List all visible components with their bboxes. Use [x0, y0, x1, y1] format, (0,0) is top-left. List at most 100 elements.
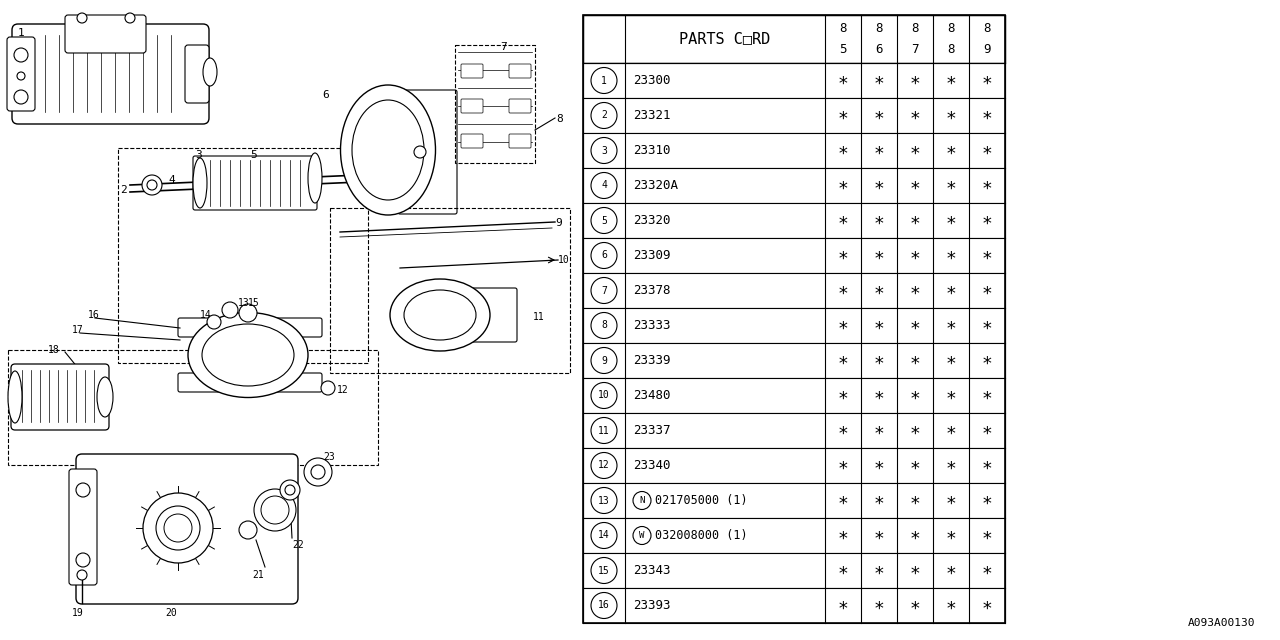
Text: ∗: ∗ [982, 106, 992, 125]
Circle shape [305, 458, 332, 486]
Text: 7: 7 [602, 285, 607, 296]
Text: ∗: ∗ [982, 422, 992, 440]
Text: 12: 12 [337, 385, 348, 395]
Text: 19: 19 [72, 608, 83, 618]
Text: PARTS C□RD: PARTS C□RD [680, 31, 771, 47]
Circle shape [239, 304, 257, 322]
Text: ∗: ∗ [873, 141, 884, 159]
Bar [582, 553, 1005, 588]
Circle shape [634, 492, 652, 509]
Ellipse shape [188, 312, 308, 397]
Text: 5: 5 [250, 150, 257, 160]
Circle shape [591, 173, 617, 198]
Text: 10: 10 [558, 255, 570, 265]
FancyBboxPatch shape [65, 15, 146, 53]
Ellipse shape [8, 371, 22, 423]
Circle shape [156, 506, 200, 550]
Text: 23320A: 23320A [634, 179, 678, 192]
Text: 6: 6 [602, 250, 607, 260]
Text: ∗: ∗ [910, 317, 920, 335]
Text: 23393: 23393 [634, 599, 671, 612]
Bar [582, 588, 1005, 623]
Text: 21: 21 [252, 570, 264, 580]
Text: ∗: ∗ [837, 246, 849, 264]
Text: ∗: ∗ [946, 527, 956, 545]
Text: ∗: ∗ [946, 177, 956, 195]
Text: 16: 16 [598, 600, 609, 611]
Ellipse shape [308, 153, 323, 203]
Ellipse shape [193, 158, 207, 208]
Text: 23340: 23340 [634, 459, 671, 472]
FancyBboxPatch shape [461, 134, 483, 148]
Bar [118, 148, 369, 363]
Circle shape [164, 514, 192, 542]
FancyBboxPatch shape [12, 24, 209, 124]
Circle shape [591, 243, 617, 269]
Circle shape [591, 67, 617, 93]
Text: ∗: ∗ [910, 351, 920, 369]
Text: ∗: ∗ [982, 141, 992, 159]
Bar [582, 448, 1005, 483]
Text: ∗: ∗ [873, 456, 884, 474]
Circle shape [591, 488, 617, 513]
Text: 15: 15 [248, 298, 260, 308]
Text: 9: 9 [602, 355, 607, 365]
Text: ∗: ∗ [837, 317, 849, 335]
Text: 9: 9 [556, 218, 562, 228]
Circle shape [591, 348, 617, 374]
FancyBboxPatch shape [398, 90, 457, 214]
Text: 23321: 23321 [634, 109, 671, 122]
Text: ∗: ∗ [982, 596, 992, 614]
Text: ∗: ∗ [837, 387, 849, 404]
Text: ∗: ∗ [873, 317, 884, 335]
Text: ∗: ∗ [837, 177, 849, 195]
FancyBboxPatch shape [12, 364, 109, 430]
Text: ∗: ∗ [982, 561, 992, 579]
Text: 23320: 23320 [634, 214, 671, 227]
Circle shape [77, 570, 87, 580]
Text: ∗: ∗ [873, 492, 884, 509]
Text: 7: 7 [911, 43, 919, 56]
FancyBboxPatch shape [193, 156, 317, 210]
Text: 2: 2 [602, 111, 607, 120]
Text: ∗: ∗ [873, 422, 884, 440]
FancyBboxPatch shape [509, 64, 531, 78]
Text: 2: 2 [120, 185, 127, 195]
Bar [582, 238, 1005, 273]
Circle shape [413, 146, 426, 158]
Circle shape [221, 302, 238, 318]
Bar [582, 168, 1005, 203]
Circle shape [591, 593, 617, 618]
Circle shape [76, 483, 90, 497]
Text: ∗: ∗ [982, 282, 992, 300]
Bar [582, 273, 1005, 308]
Text: ∗: ∗ [837, 351, 849, 369]
Text: 14: 14 [200, 310, 211, 320]
Ellipse shape [202, 324, 294, 386]
Text: ∗: ∗ [910, 527, 920, 545]
Circle shape [147, 180, 157, 190]
FancyBboxPatch shape [6, 37, 35, 111]
Bar [454, 45, 535, 163]
Circle shape [143, 493, 212, 563]
Text: 23343: 23343 [634, 564, 671, 577]
Text: 17: 17 [72, 325, 83, 335]
Text: 5: 5 [840, 43, 847, 56]
Text: 13: 13 [598, 495, 609, 506]
Ellipse shape [340, 85, 435, 215]
FancyBboxPatch shape [76, 454, 298, 604]
Text: 8: 8 [947, 43, 955, 56]
Text: 021705000 (1): 021705000 (1) [655, 494, 748, 507]
Text: 1: 1 [18, 28, 24, 38]
Text: ∗: ∗ [873, 246, 884, 264]
FancyBboxPatch shape [468, 288, 517, 342]
Text: ∗: ∗ [910, 456, 920, 474]
Circle shape [142, 175, 163, 195]
Text: 1: 1 [602, 76, 607, 86]
Ellipse shape [390, 279, 490, 351]
Text: 10: 10 [598, 390, 609, 401]
Circle shape [239, 521, 257, 539]
Bar [582, 133, 1005, 168]
Bar [582, 15, 1005, 63]
Circle shape [591, 102, 617, 129]
